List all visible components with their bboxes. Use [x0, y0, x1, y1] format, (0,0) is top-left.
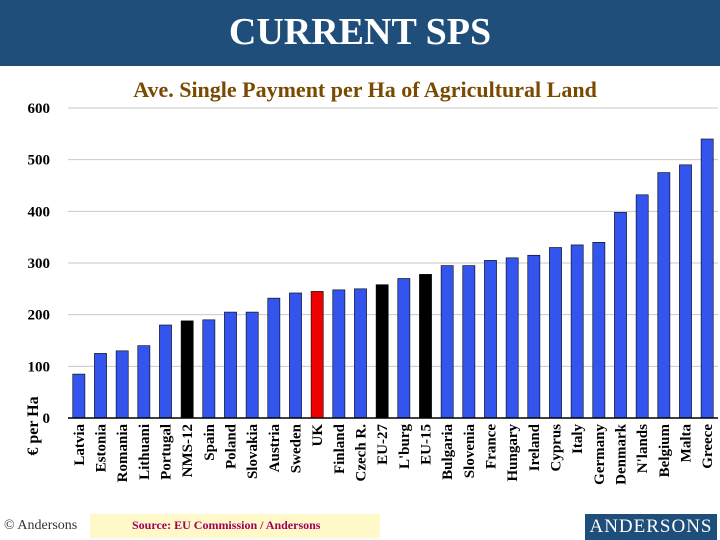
x-tick-label: Estonia [94, 424, 110, 473]
andersons-logo: ANDERSONS [585, 514, 717, 540]
bar-ireland [527, 254, 541, 419]
bar-estonia [94, 353, 107, 419]
x-tick-label: Lithuani [137, 424, 153, 480]
bar-romania [115, 350, 129, 419]
x-tick-label: Greece [700, 424, 716, 469]
source-box [90, 514, 380, 538]
bar-czech-r- [354, 288, 367, 419]
bar-poland [224, 311, 237, 419]
x-tick-label: Sweden [289, 423, 305, 473]
bar-latvia [72, 373, 86, 419]
x-tick-label: EU-27 [375, 424, 391, 465]
y-tick-label: 300 [28, 256, 51, 272]
bar-lithuani [137, 345, 151, 419]
y-tick-label: 400 [28, 204, 51, 220]
bars-group [72, 138, 714, 419]
page-title: CURRENT SPS [228, 11, 492, 53]
bar-italy [570, 244, 584, 419]
x-tick-label: Slovakia [245, 424, 261, 480]
x-tick-label: N'lands [635, 424, 651, 473]
x-tick-label: EU-15 [419, 424, 435, 465]
bar-spain [202, 319, 216, 419]
bar-greece [700, 138, 714, 419]
x-tick-label: NMS-12 [180, 424, 196, 477]
bar-nms-12 [180, 320, 194, 419]
x-tick-label: Hungary [505, 424, 521, 482]
bar-portugal [159, 324, 172, 419]
source-note: Source: EU Commission / Andersons [132, 518, 321, 532]
bar-cyprus [549, 247, 562, 419]
chart-subtitle: Ave. Single Payment per Ha of Agricultur… [133, 77, 597, 102]
x-tick-label: Bulgaria [440, 424, 456, 480]
bar-austria [267, 297, 281, 419]
x-tick-label: Latvia [72, 424, 88, 466]
title-bar [0, 0, 720, 66]
x-tick-label: Malta [679, 424, 695, 463]
bar-uk [310, 291, 324, 419]
x-tick-label: L'burg [397, 424, 413, 470]
x-axis-labels: Latvia Estonia Romania Lithuani Portugal NMS-… [72, 423, 716, 484]
x-tick-label: Italy [570, 424, 586, 455]
y-tick-label: 100 [28, 359, 51, 375]
bar-france [484, 260, 497, 419]
y-tick-label: 500 [28, 153, 51, 169]
x-tick-label: UK [310, 424, 326, 447]
bar-slovenia [462, 265, 476, 419]
bar-bulgaria [440, 265, 454, 419]
y-axis-label: € per Ha [25, 396, 42, 455]
bar-finland [332, 289, 346, 419]
bar-belgium [657, 172, 671, 419]
x-tick-label: Portugal [159, 424, 175, 480]
x-tick-label: Poland [224, 423, 240, 469]
bar-slovakia [245, 311, 259, 419]
bar-denmark [614, 212, 627, 419]
bar-eu-27 [375, 284, 389, 419]
bar-n-lands [635, 194, 649, 419]
x-tick-label: Czech R. [354, 424, 370, 482]
x-tick-label: Spain [202, 423, 218, 460]
x-tick-label: Austria [267, 424, 283, 473]
x-tick-label: Romania [115, 424, 131, 483]
copyright: © Andersons [4, 518, 78, 533]
x-tick-label: Cyprus [549, 424, 565, 472]
bar-l-burg [397, 278, 411, 419]
x-tick-label: Belgium [657, 424, 673, 478]
gridlines [68, 107, 718, 367]
y-tick-label: 200 [28, 308, 51, 324]
x-tick-label: Slovenia [462, 424, 478, 479]
bar-hungary [505, 257, 519, 419]
x-tick-label: Ireland [527, 423, 543, 471]
x-tick-label: France [484, 424, 500, 469]
x-tick-label: Germany [592, 424, 608, 485]
bar-sweden [289, 292, 302, 419]
x-tick-label: Denmark [614, 423, 630, 484]
bar-germany [592, 242, 606, 419]
x-tick-label: Finland [332, 423, 348, 474]
bar-malta [679, 164, 692, 419]
y-tick-label: 600 [28, 101, 51, 117]
bar-eu-15 [419, 274, 432, 419]
y-axis-ticks: 0 100 200 300 400 500 600 [28, 101, 51, 427]
y-tick-label: 0 [43, 411, 51, 427]
